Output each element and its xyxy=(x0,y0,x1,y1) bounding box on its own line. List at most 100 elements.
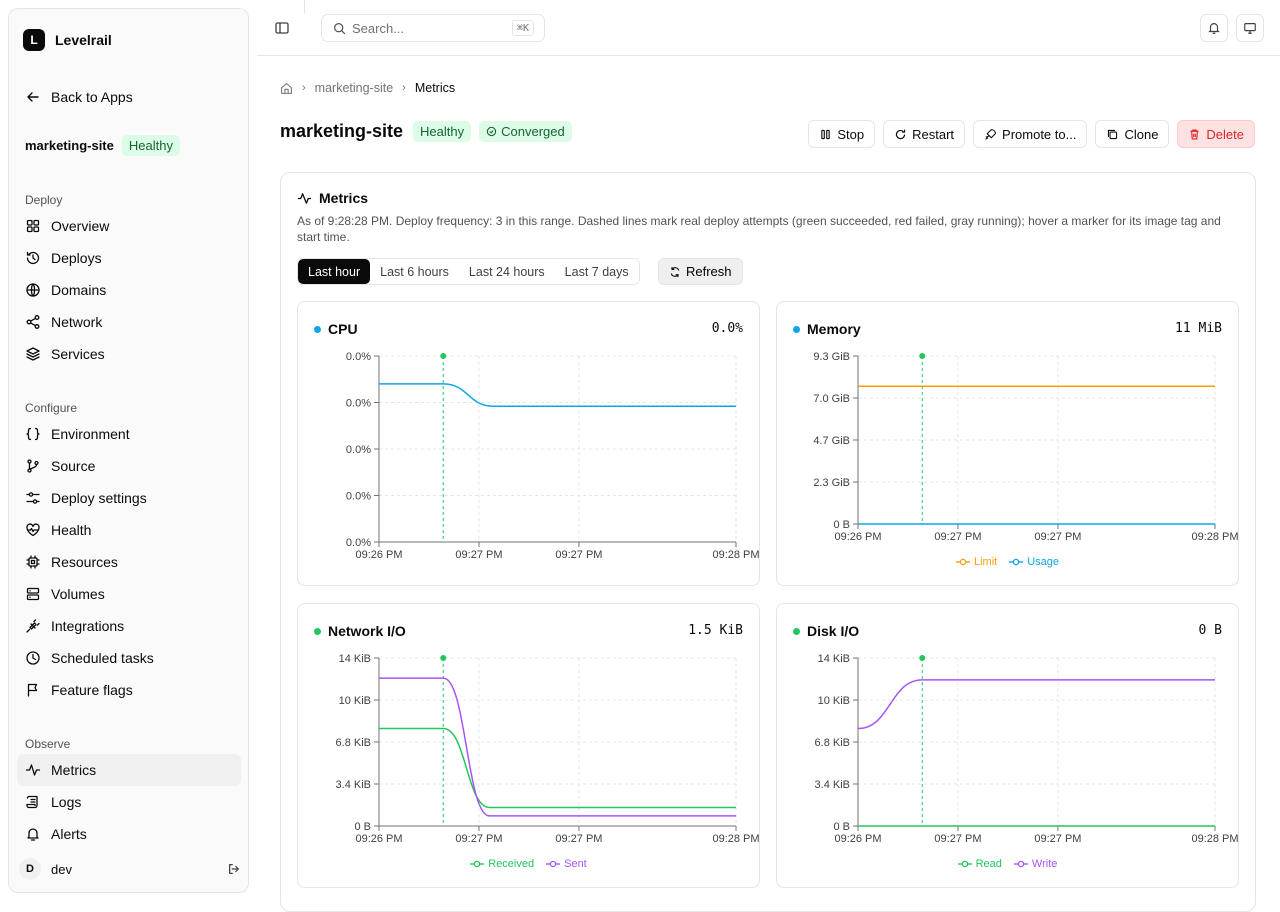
rocket-icon xyxy=(985,128,996,140)
refresh-button[interactable]: Refresh xyxy=(658,258,743,285)
y-tick-label: 7.0 GiB xyxy=(813,393,850,405)
sidebar-item-volumes[interactable]: Volumes xyxy=(17,578,241,610)
y-tick-label: 9.3 GiB xyxy=(813,351,850,363)
arrow-left-icon xyxy=(27,92,39,102)
sidebar-item-label: Resources xyxy=(51,554,118,570)
deploy-marker[interactable] xyxy=(440,353,447,359)
legend-item[interactable]: Sent xyxy=(546,858,587,870)
sidebar-item-deploys[interactable]: Deploys xyxy=(17,242,241,274)
toggle-sidebar-button[interactable] xyxy=(268,14,296,42)
deploy-marker[interactable] xyxy=(919,655,926,661)
y-tick-label: 0 B xyxy=(354,821,371,833)
search-input[interactable]: Search... ⌘K xyxy=(321,14,545,42)
sidebar-item-domains[interactable]: Domains xyxy=(17,274,241,306)
status-dot xyxy=(793,325,800,333)
deploy-marker[interactable] xyxy=(440,655,447,661)
sidebar-item-integrations[interactable]: Integrations xyxy=(17,610,241,642)
sidebar-item-resources[interactable]: Resources xyxy=(17,546,241,578)
x-tick-label: 09:26 PM xyxy=(834,531,881,543)
breadcrumb: › marketing-site › Metrics xyxy=(280,79,455,97)
legend-label: Received xyxy=(488,858,535,870)
history-icon xyxy=(26,251,40,265)
legend-item[interactable]: Received xyxy=(470,858,534,870)
clone-button[interactable]: Clone xyxy=(1095,120,1170,148)
plug-icon xyxy=(26,619,40,633)
y-tick-label: 14 KiB xyxy=(818,653,850,665)
sidebar-item-label: Metrics xyxy=(51,762,97,778)
legend-item[interactable]: Write xyxy=(1013,858,1057,870)
delete-label: Delete xyxy=(1206,126,1244,142)
sidebar-item-label: Scheduled tasks xyxy=(51,650,154,666)
logout-icon[interactable] xyxy=(227,862,241,876)
sidebar-item-source[interactable]: Source xyxy=(17,450,241,482)
panel-left-icon xyxy=(275,22,289,34)
chart-legend: Received Sent xyxy=(298,858,759,870)
back-to-apps-link[interactable]: Back to Apps xyxy=(17,81,241,113)
sidebar-item-label: Source xyxy=(51,458,96,474)
brand[interactable]: L Levelrail xyxy=(23,29,112,51)
promote-button[interactable]: Promote to... xyxy=(973,120,1088,148)
sidebar-item-metrics[interactable]: Metrics xyxy=(17,754,241,786)
chart-plot: 9.3 GiB 7.0 GiB 4.7 GiB 2.3 GiB 0 B09:26 PM 0… xyxy=(813,351,1238,543)
sidebar-item-network[interactable]: Network xyxy=(17,306,241,338)
legend-marker-icon xyxy=(957,860,972,868)
chart-legend: Read Write xyxy=(777,858,1238,870)
scroll-icon xyxy=(26,795,38,809)
delete-button[interactable]: Delete xyxy=(1177,120,1255,148)
x-tick-label: 09:28 PM xyxy=(712,833,759,845)
sidebar-group-label: Configure xyxy=(25,401,78,415)
home-icon[interactable] xyxy=(280,82,293,95)
sidebar-item-logs[interactable]: Logs xyxy=(17,786,241,818)
sidebar-app-name: marketing-site xyxy=(25,138,114,153)
tab-last-24-hours[interactable]: Last 24 hours xyxy=(468,264,545,279)
sidebar-item-scheduled-tasks[interactable]: Scheduled tasks xyxy=(17,642,241,674)
deploy-marker[interactable] xyxy=(919,353,926,359)
sidebar-item-label: Network xyxy=(51,314,103,330)
sidebar-item-deploy-settings[interactable]: Deploy settings xyxy=(17,482,241,514)
chart-plot: 0.0%0.0%0.0%0.0%0.0%09:26 PM 09:27 PM 09:2… xyxy=(346,351,760,561)
sidebar-item-environment[interactable]: Environment xyxy=(17,418,241,450)
tab-last-7-days[interactable]: Last 7 days xyxy=(564,264,629,279)
chart-title: Disk I/O xyxy=(793,623,859,639)
y-tick-label: 0.0% xyxy=(346,444,371,456)
sidebar-item-label: Alerts xyxy=(51,826,87,842)
git-branch-icon xyxy=(27,459,39,473)
back-label: Back to Apps xyxy=(51,89,133,105)
stop-button[interactable]: Stop xyxy=(808,120,876,148)
sidebar-item-overview[interactable]: Overview xyxy=(17,210,241,242)
legend-item[interactable]: Limit xyxy=(955,556,997,568)
sidebar-item-label: Environment xyxy=(51,426,130,442)
user-menu[interactable]: D dev xyxy=(19,857,241,881)
notifications-button[interactable] xyxy=(1200,14,1228,42)
tab-last-6-hours[interactable]: Last 6 hours xyxy=(380,264,449,279)
search-shortcut: ⌘K xyxy=(511,20,534,36)
sidebar-item-alerts[interactable]: Alerts xyxy=(17,818,241,850)
grid-icon xyxy=(26,219,40,233)
trash-icon xyxy=(1190,128,1199,140)
legend-item[interactable]: Usage xyxy=(1009,556,1059,568)
sidebar-item-label: Logs xyxy=(51,794,82,810)
legend-item[interactable]: Read xyxy=(957,858,1002,870)
chart-plot: 14 KiB 10 KiB 6.8 KiB 3.4 KiB 0 B09:26 PM 09:… xyxy=(336,653,760,845)
status-badge: Healthy xyxy=(413,121,472,142)
chevron-right-icon: › xyxy=(302,82,306,94)
check-circle-icon xyxy=(486,126,497,137)
restart-button[interactable]: Restart xyxy=(883,120,966,148)
time-range-tabs: Last hour Last 6 hours Last 24 hours Last 7… xyxy=(297,258,640,285)
sidebar-item-label: Health xyxy=(51,522,92,538)
tab-last-hour[interactable]: Last hour xyxy=(298,259,371,284)
sidebar-item-services[interactable]: Services xyxy=(17,338,241,370)
sidebar-item-feature-flags[interactable]: Feature flags xyxy=(17,674,241,706)
metrics-title-text: Metrics xyxy=(319,190,369,206)
sidebar-item-health[interactable]: Health xyxy=(17,514,241,546)
breadcrumb-app[interactable]: marketing-site xyxy=(314,81,394,95)
display-button[interactable] xyxy=(1236,14,1264,42)
y-tick-label: 3.4 KiB xyxy=(336,779,371,791)
chart-title: Memory xyxy=(793,321,861,337)
refresh-label: Refresh xyxy=(686,264,732,279)
y-tick-label: 0.0% xyxy=(346,537,371,549)
x-tick-label: 09:27 PM xyxy=(1034,833,1081,845)
legend-marker-icon xyxy=(470,860,485,868)
y-tick-label: 6.8 KiB xyxy=(336,737,371,749)
y-tick-label: 0 B xyxy=(833,821,850,833)
